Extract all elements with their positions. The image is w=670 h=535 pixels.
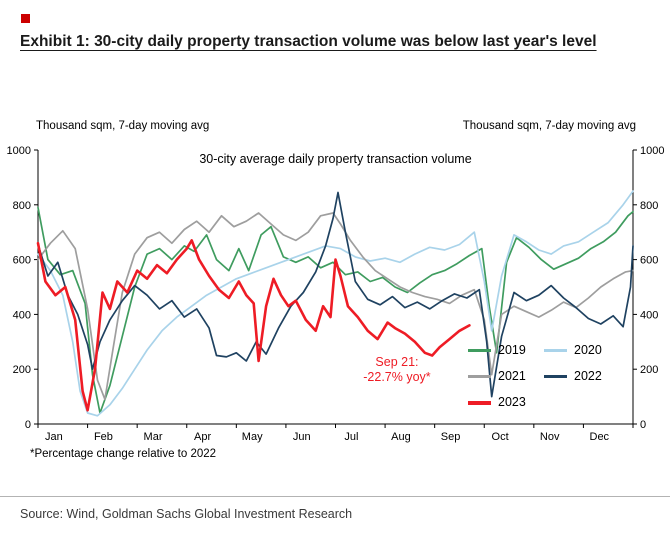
y-tick-label-left: 600 (13, 255, 31, 267)
legend-swatch-2023 (468, 400, 491, 405)
chart-inner-title: 30-city average daily property transacti… (199, 152, 471, 166)
y-tick-label-left: 800 (13, 200, 31, 212)
y-tick-label-right: 800 (640, 200, 658, 212)
legend-item-2021: 2021 (468, 368, 544, 385)
x-tick-label: Dec (590, 431, 610, 443)
series-line-2020 (37, 190, 634, 417)
x-tick-label: Jul (344, 431, 358, 443)
x-tick-label: Nov (540, 431, 560, 443)
legend-label-2020: 2020 (574, 343, 602, 357)
x-tick-label: May (242, 431, 263, 443)
legend-label-2023: 2023 (498, 395, 526, 409)
legend-swatch-2019 (468, 349, 491, 352)
legend-swatch-2020 (544, 349, 567, 352)
x-tick-label: Sep (441, 431, 461, 443)
legend-item-2019: 2019 (468, 342, 544, 359)
x-tick-label: Mar (144, 431, 163, 443)
annotation-text: -22.7% yoy* (363, 370, 431, 384)
axis-caption-left: Thousand sqm, 7-day moving avg (36, 120, 210, 132)
x-tick-label: Apr (194, 431, 211, 443)
legend-item-2022: 2022 (544, 368, 630, 385)
legend-label-2022: 2022 (574, 369, 602, 383)
x-tick-label: Feb (94, 431, 113, 443)
exhibit-bullet-icon (21, 14, 30, 23)
series-line-2022 (37, 191, 634, 398)
x-tick-label: Jan (45, 431, 63, 443)
y-tick-label-right: 600 (640, 255, 658, 267)
x-tick-label: Jun (293, 431, 311, 443)
y-tick-label-left: 0 (25, 419, 31, 431)
source-text: Source: Wind, Goldman Sachs Global Inves… (20, 507, 353, 521)
series-line-2023 (36, 239, 471, 412)
legend-item-2023: 2023 (468, 394, 544, 411)
y-tick-label-right: 400 (640, 309, 658, 321)
series-line-2019 (37, 206, 634, 414)
x-tick-label: Oct (492, 431, 509, 443)
y-tick-label-left: 200 (13, 364, 31, 376)
legend-swatch-2021 (468, 375, 491, 378)
chart-legend: 2019 2020 2021 2022 2023 (468, 342, 630, 411)
series-line-2021 (37, 212, 634, 401)
legend-item-2020: 2020 (544, 342, 630, 359)
footnote: *Percentage change relative to 2022 (30, 448, 217, 460)
axis-caption-right: Thousand sqm, 7-day moving avg (462, 120, 636, 132)
annotation-text: Sep 21: (375, 355, 418, 369)
x-tick-label: Aug (391, 431, 411, 443)
legend-label-2021: 2021 (498, 369, 526, 383)
y-tick-label-right: 1000 (640, 145, 664, 157)
legend-swatch-2022 (544, 375, 567, 378)
y-tick-label-left: 400 (13, 309, 31, 321)
source-divider (0, 496, 670, 497)
legend-label-2019: 2019 (498, 343, 526, 357)
y-tick-label-right: 200 (640, 364, 658, 376)
exhibit-title: Exhibit 1: 30-city daily property transa… (20, 33, 597, 50)
y-tick-label-right: 0 (640, 419, 646, 431)
y-tick-label-left: 1000 (7, 145, 31, 157)
